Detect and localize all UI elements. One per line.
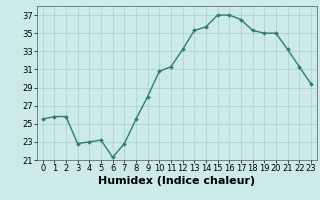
X-axis label: Humidex (Indice chaleur): Humidex (Indice chaleur) [98, 176, 255, 186]
